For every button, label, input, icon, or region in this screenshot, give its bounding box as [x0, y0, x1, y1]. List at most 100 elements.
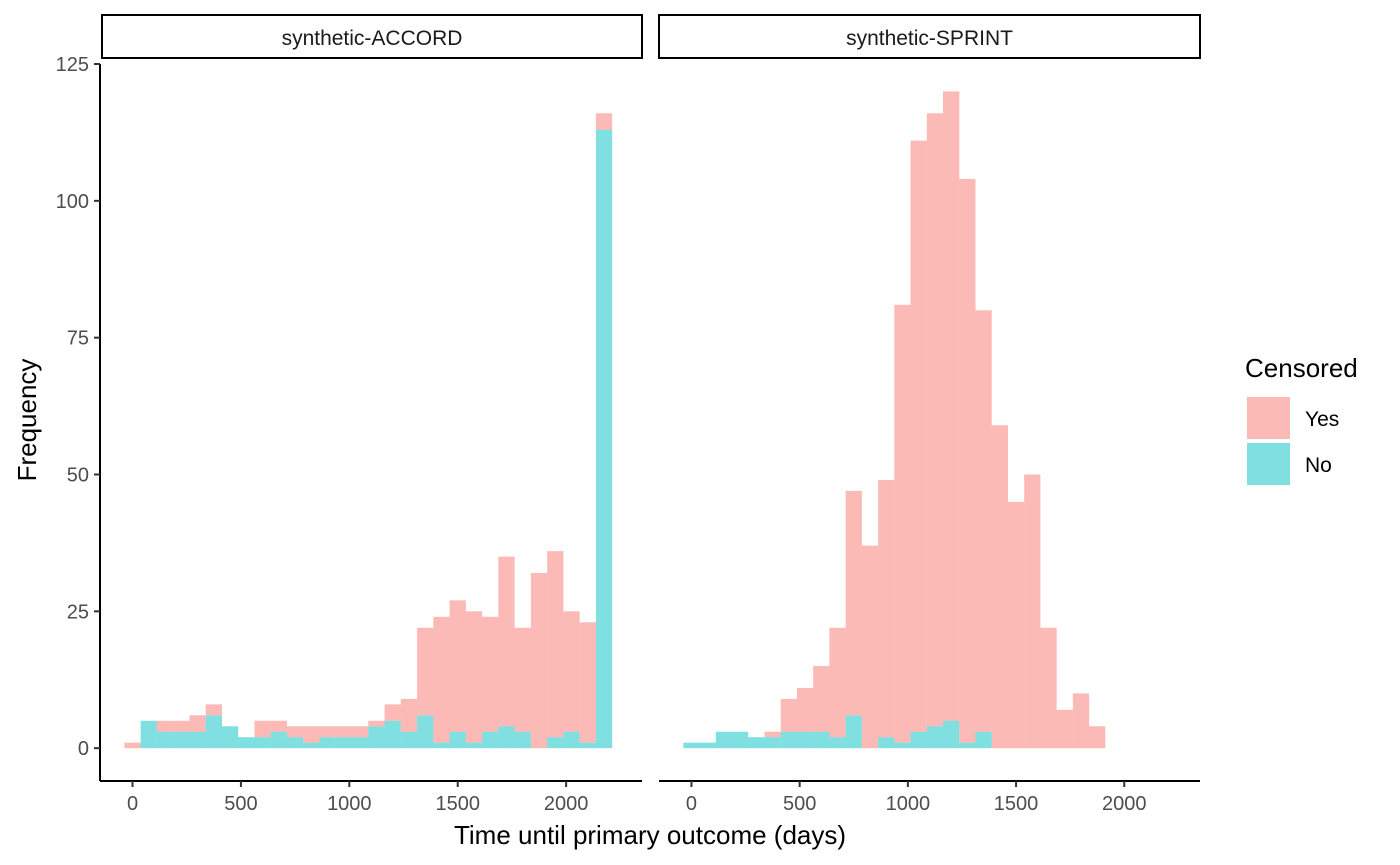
bar-yes: [319, 726, 336, 738]
bar-yes: [384, 704, 401, 721]
bar-no: [417, 715, 434, 749]
bar-yes: [465, 611, 483, 743]
bar-no: [926, 726, 944, 749]
y-tick-label: 75: [67, 328, 89, 350]
y-tick-label: 125: [56, 54, 89, 76]
y-axis-title: Frequency: [12, 359, 42, 482]
bar-yes: [764, 731, 781, 738]
bar-no: [829, 737, 846, 749]
bar-no: [732, 731, 749, 749]
bar-no: [384, 720, 401, 749]
bar-no: [449, 731, 466, 749]
bar-yes: [205, 704, 222, 716]
bar-no: [547, 737, 564, 749]
bar-yes: [845, 490, 862, 716]
histogram-bars-sprint: [683, 91, 1106, 749]
bar-no: [878, 737, 895, 749]
facet-title-sprint: synthetic-SPRINT: [846, 27, 1013, 50]
bar-yes: [910, 140, 927, 732]
bar-yes: [878, 479, 895, 738]
legend-key-no: [1247, 443, 1290, 485]
x-tick-label: 1000: [327, 793, 372, 815]
bar-yes: [124, 742, 141, 749]
legend-key-yes: [1247, 397, 1290, 439]
bar-no: [270, 731, 287, 749]
bar-yes: [943, 91, 960, 721]
bar-yes: [173, 720, 190, 732]
bar-yes: [1056, 709, 1073, 749]
legend-label-yes: Yes: [1305, 408, 1339, 431]
histogram-bars-accord: [124, 113, 613, 749]
x-tick-label: 1500: [435, 793, 480, 815]
facet-title-accord: synthetic-ACCORD: [282, 27, 463, 50]
x-tick-label: 0: [686, 793, 697, 815]
x-tick-label: 500: [224, 793, 257, 815]
bar-no: [699, 742, 716, 749]
bar-yes: [400, 698, 418, 732]
bar-yes: [1040, 627, 1057, 749]
bar-yes: [514, 627, 531, 732]
bar-yes: [270, 720, 287, 732]
bar-yes: [1089, 726, 1106, 749]
bar-yes: [189, 715, 206, 732]
facet-strip-accord: synthetic-ACCORD: [101, 14, 643, 59]
bar-no: [595, 129, 613, 749]
bar-no: [780, 731, 797, 749]
bar-no: [173, 731, 190, 749]
bar-no: [433, 742, 450, 749]
x-axis-ticks-sprint: 0 500 1000 1500 2000: [686, 781, 1147, 815]
bar-yes: [579, 622, 596, 743]
bar-no: [368, 726, 385, 749]
bar-yes: [254, 720, 271, 738]
bar-yes: [498, 556, 515, 727]
bar-yes: [368, 720, 385, 727]
bar-yes: [1007, 501, 1025, 749]
y-tick-label: 0: [78, 738, 89, 760]
bar-yes: [959, 178, 976, 743]
y-tick-label: 50: [67, 464, 89, 486]
bar-no: [254, 737, 271, 749]
bar-no: [796, 731, 814, 749]
bar-yes: [286, 726, 304, 738]
legend: Censored Yes No: [1245, 353, 1358, 485]
bar-no: [498, 726, 515, 749]
bar-no: [286, 737, 304, 749]
bar-yes: [780, 698, 797, 732]
y-tick-label: 25: [67, 601, 89, 623]
bar-no: [910, 731, 927, 749]
bar-no: [465, 742, 483, 749]
bar-no: [319, 737, 336, 749]
x-tick-label: 1000: [886, 793, 931, 815]
bar-yes: [563, 611, 580, 732]
bar-no: [238, 737, 255, 749]
bar-yes: [449, 600, 466, 732]
bar-no: [156, 731, 174, 749]
bar-yes: [813, 666, 830, 732]
bar-no: [221, 726, 239, 749]
bar-no: [894, 742, 911, 749]
bar-yes: [926, 113, 944, 727]
bar-no: [959, 742, 976, 749]
bar-yes: [335, 726, 353, 738]
bar-yes: [991, 425, 1008, 749]
bar-no: [352, 737, 369, 749]
bar-no: [335, 737, 353, 749]
bar-yes: [433, 616, 450, 743]
bar-yes: [352, 726, 369, 738]
bar-no: [514, 731, 531, 749]
bar-no: [303, 742, 320, 749]
x-tick-label: 1500: [994, 793, 1039, 815]
bar-yes: [547, 551, 564, 738]
bar-yes: [861, 545, 879, 749]
bar-no: [563, 731, 580, 749]
bar-no: [205, 715, 222, 749]
bar-yes: [482, 616, 499, 732]
bar-no: [715, 731, 733, 749]
bar-no: [845, 715, 862, 749]
x-tick-label: 500: [783, 793, 816, 815]
legend-label-no: No: [1305, 454, 1332, 477]
y-tick-label: 100: [56, 191, 89, 213]
bar-no: [140, 720, 157, 749]
bar-no: [748, 737, 765, 749]
bar-yes: [303, 726, 320, 743]
